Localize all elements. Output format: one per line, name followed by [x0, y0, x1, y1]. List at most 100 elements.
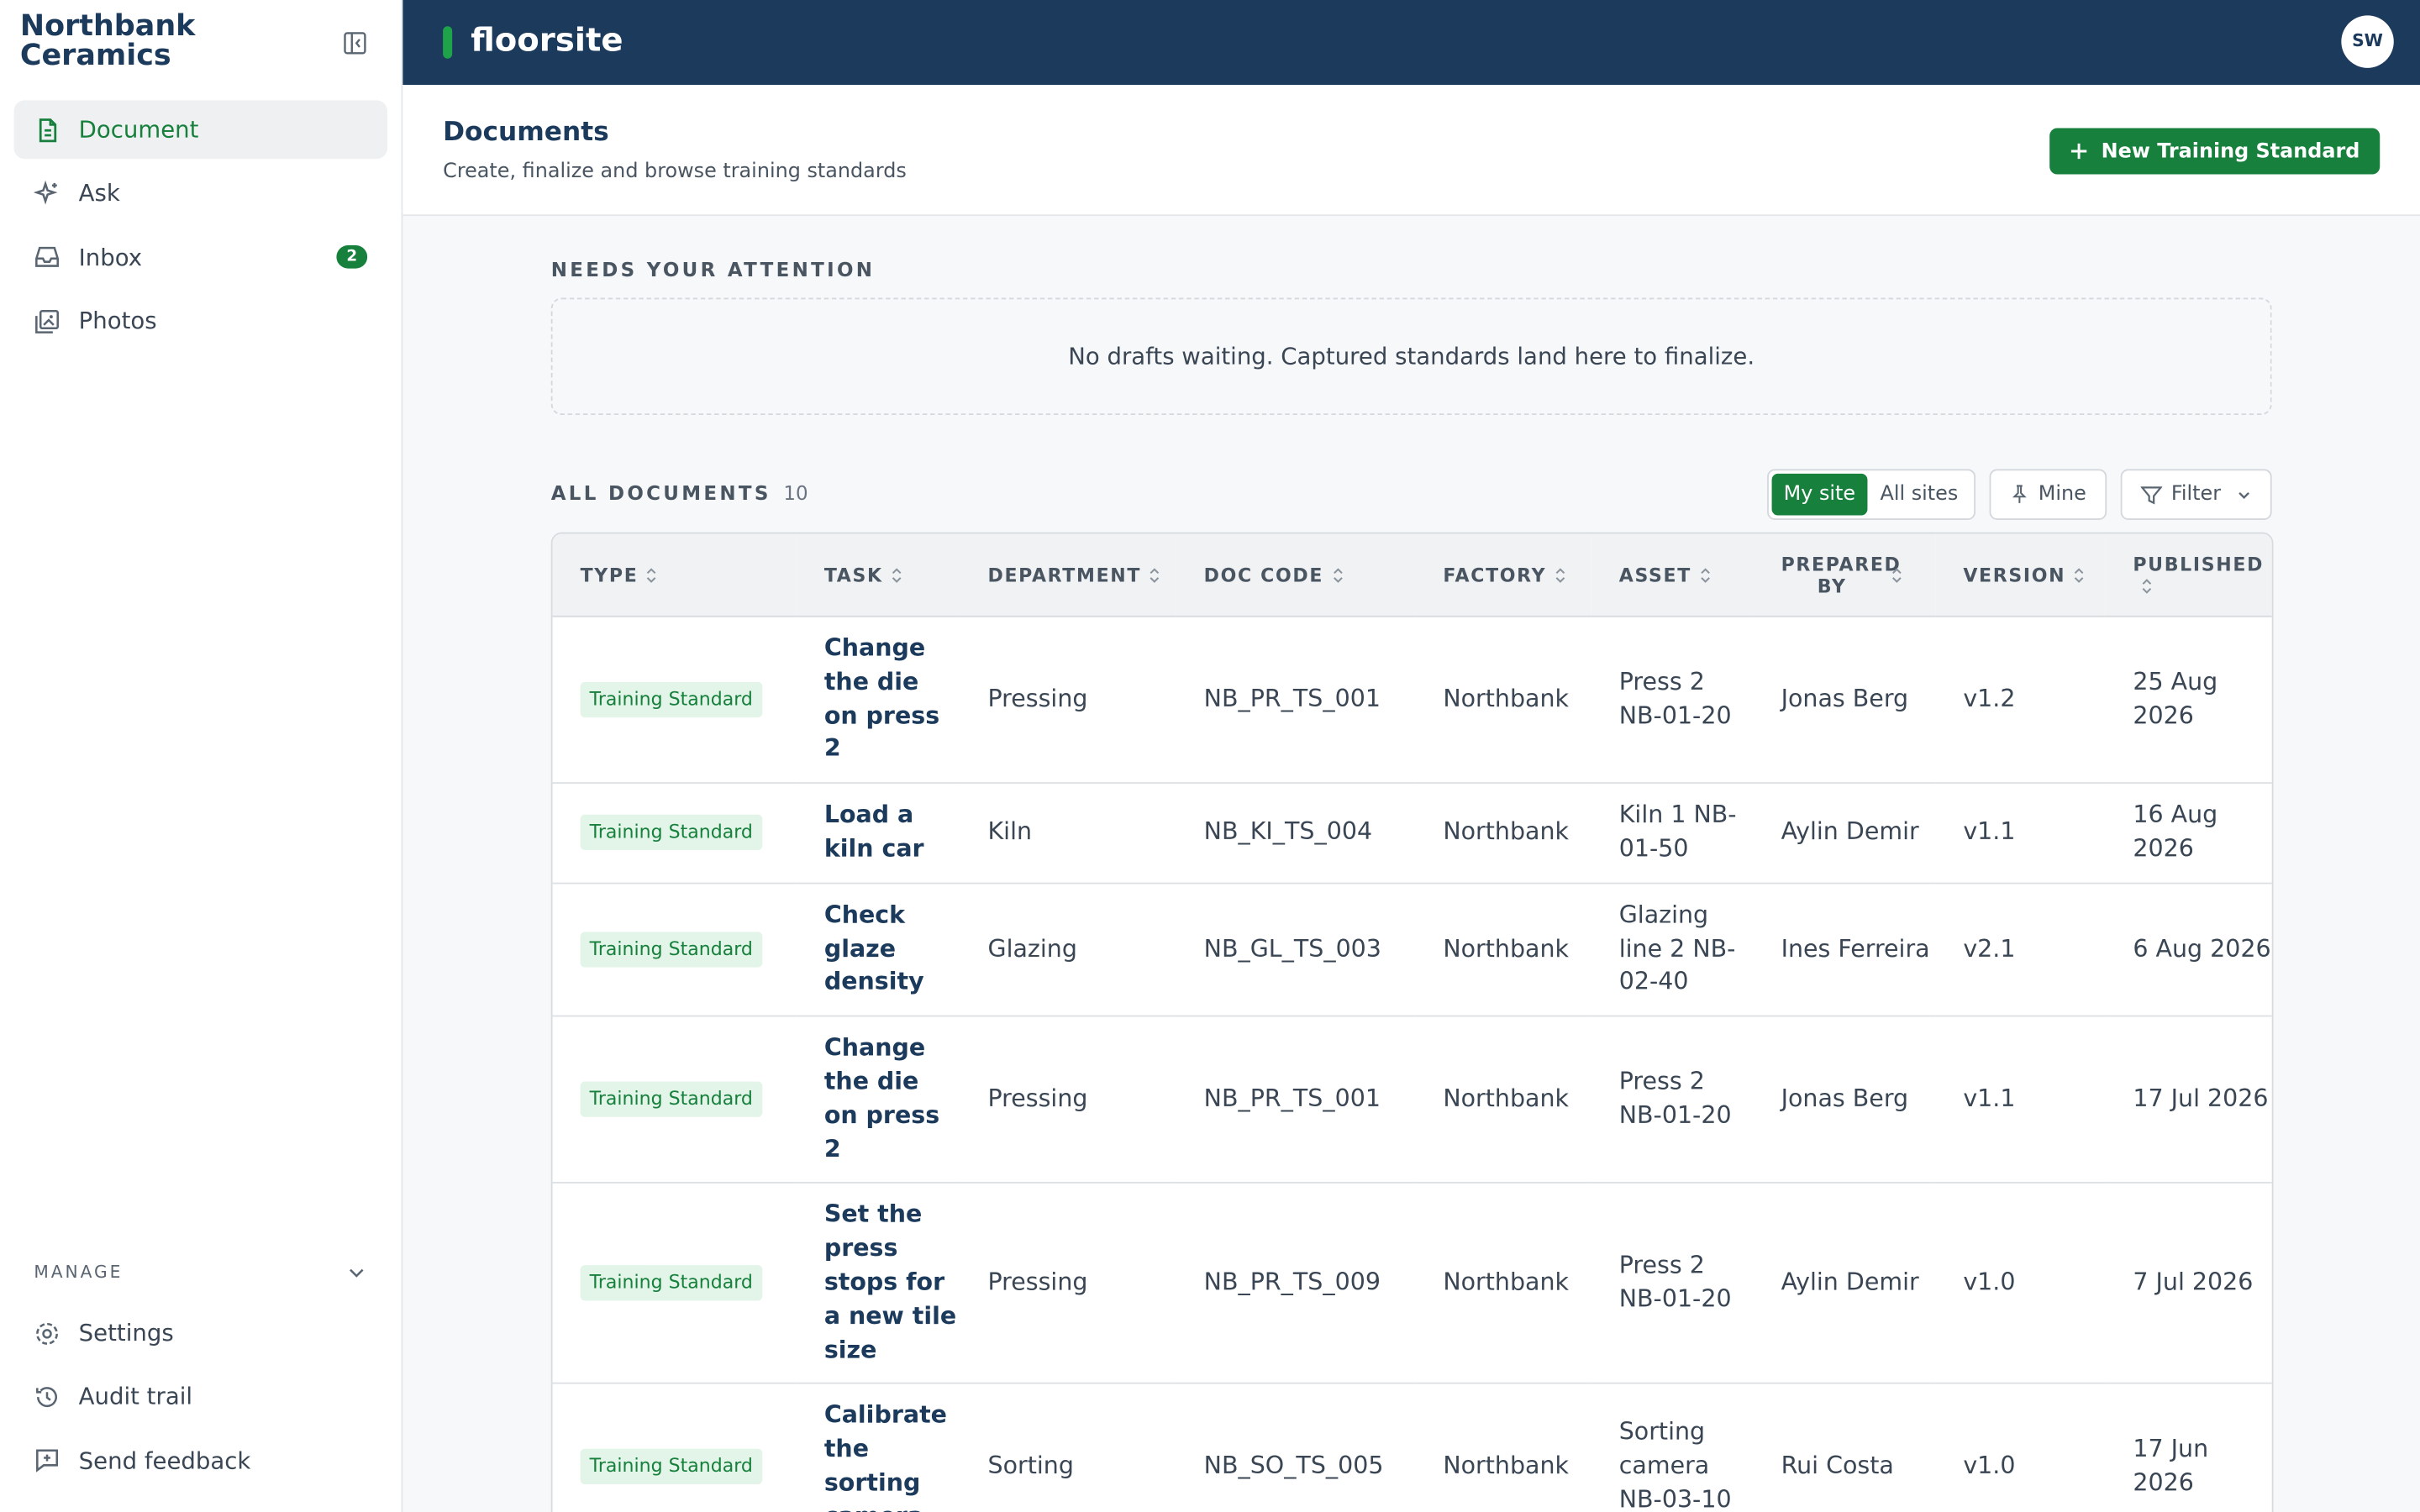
cell: Training Standard: [552, 883, 797, 1017]
nav-item[interactable]: Inbox 2: [14, 228, 387, 286]
toggle-all-sites[interactable]: All sites: [1880, 482, 1959, 507]
cell: 16 Aug 2026: [2105, 783, 2272, 885]
cell: Sorting camera NB-03-10: [1591, 1383, 1754, 1512]
header-row: TYPE TASK DEPARTMENT DOC CODE FACTORY ASSET PR…: [552, 533, 2272, 617]
cell: Kiln 1 NB-01-50: [1591, 783, 1754, 885]
nav: Document Ask Inbox 2 Photos: [13, 100, 388, 355]
cell: NB_PR_TS_001: [1176, 1016, 1416, 1184]
avatar[interactable]: SW: [2341, 15, 2394, 68]
cell: NB_PR_TS_001: [1176, 616, 1416, 785]
manage-item[interactable]: Audit trail: [14, 1368, 387, 1426]
cell: Training Standard: [552, 1183, 797, 1385]
cell: Press 2 NB-01-20: [1591, 1016, 1754, 1184]
column-header[interactable]: ASSET: [1591, 533, 1754, 617]
cell: Northbank: [1415, 1183, 1591, 1385]
cell: NB_SO_TS_005: [1176, 1383, 1416, 1512]
cell: Northbank: [1415, 883, 1591, 1017]
cell: NB_GL_TS_003: [1176, 883, 1416, 1017]
column-header[interactable]: DEPARTMENT: [960, 533, 1176, 617]
cell: NB_KI_TS_004: [1176, 783, 1416, 885]
documents-table: TYPE TASK DEPARTMENT DOC CODE FACTORY ASSET PR…: [550, 532, 2274, 1512]
cell: Aylin Demir: [1753, 783, 1936, 885]
collapse-sidebar[interactable]: [343, 31, 367, 55]
cell: v2.1: [1935, 883, 2106, 1017]
nav-label: Ask: [78, 179, 120, 207]
cell: Calibrate the sorting camera: [796, 1383, 960, 1512]
cell: Training Standard: [552, 616, 797, 785]
cell: v1.1: [1935, 783, 2106, 885]
attention-empty: No drafts waiting. Captured standards la…: [550, 297, 2272, 416]
all-docs-label: ALL DOCUMENTS: [550, 481, 771, 505]
cell: Training Standard: [552, 1016, 797, 1184]
nav-label: Inbox: [78, 243, 143, 271]
column-label: TYPE: [580, 564, 639, 586]
filter-button[interactable]: Filter: [2120, 469, 2272, 520]
type-pill: Training Standard: [580, 682, 762, 718]
column-header[interactable]: PREPARED BY: [1753, 533, 1936, 617]
column-label: TASK: [823, 564, 883, 586]
column-label: FACTORY: [1443, 564, 1547, 586]
cell: Northbank: [1415, 1016, 1591, 1184]
nav-label: Document: [78, 115, 199, 144]
new-button-label: New Training Standard: [2101, 139, 2360, 163]
cell: Rui Costa: [1753, 1383, 1936, 1512]
cell: Sorting: [960, 1383, 1176, 1512]
type-pill: Training Standard: [580, 815, 762, 851]
site-toggle: My site All sites: [1766, 469, 1975, 520]
cell: v1.0: [1935, 1183, 2106, 1385]
cell: v1.0: [1935, 1383, 2106, 1512]
cell: Training Standard: [552, 783, 797, 885]
cell: 7 Jul 2026: [2105, 1183, 2272, 1385]
nav-item[interactable]: Photos: [14, 291, 387, 350]
cell: 6 Aug 2026: [2105, 883, 2272, 1017]
cell: Training Standard: [552, 1383, 797, 1512]
type-pill: Training Standard: [580, 1082, 762, 1118]
controls: My site All sites Mine Filter: [1766, 469, 2272, 520]
column-header[interactable]: VERSION: [1935, 533, 2106, 617]
cell: Load a kiln car: [796, 783, 960, 885]
manage-item[interactable]: Settings: [14, 1304, 387, 1362]
nav-label: Photos: [78, 307, 157, 335]
nav-item[interactable]: Ask: [14, 164, 387, 223]
cell: 17 Jun 2026: [2105, 1383, 2272, 1512]
new-button[interactable]: New Training Standard: [2050, 128, 2381, 175]
page-header: Documents Create, finalize and browse tr…: [402, 85, 2420, 217]
column-header[interactable]: TASK: [796, 533, 960, 617]
table-row[interactable]: Training Standard Load a kiln car Kiln NB_K…: [552, 783, 2272, 885]
manage-item[interactable]: Send feedback: [14, 1431, 387, 1490]
cell: Pressing: [960, 616, 1176, 785]
table-row[interactable]: Training Standard Calibrate the sorting c…: [552, 1383, 2272, 1512]
cell: Press 2 NB-01-20: [1591, 1183, 1754, 1385]
nav-item[interactable]: Document: [13, 100, 388, 160]
page-subtitle: Create, finalize and browse training sta…: [443, 160, 907, 184]
cell: Press 2 NB-01-20: [1591, 616, 1754, 785]
column-header[interactable]: FACTORY: [1415, 533, 1591, 617]
cell: 17 Jul 2026: [2105, 1016, 2272, 1184]
mine-button[interactable]: Mine: [1989, 469, 2107, 520]
cell: Northbank: [1415, 1383, 1591, 1512]
cell: Northbank: [1415, 616, 1591, 785]
table-row[interactable]: Training Standard Change the die on press…: [552, 616, 2272, 785]
all-docs-count: 10: [783, 481, 808, 505]
cell: v1.2: [1935, 616, 2106, 785]
nav-badge: 2: [336, 244, 368, 269]
cell: Glazing: [960, 883, 1176, 1017]
table-row[interactable]: Training Standard Check glaze density Glaz…: [552, 883, 2272, 1017]
manage-toggle[interactable]: [345, 1262, 367, 1284]
cell: NB_PR_TS_009: [1176, 1183, 1416, 1385]
toggle-my-site[interactable]: My site: [1770, 473, 1868, 516]
brand: Northbank Ceramics: [19, 9, 196, 73]
type-pill: Training Standard: [580, 1265, 762, 1301]
column-header[interactable]: PUBLISHED: [2105, 533, 2272, 617]
cell: Jonas Berg: [1753, 1016, 1936, 1184]
table-row[interactable]: Training Standard Change the die on press…: [552, 1016, 2272, 1184]
column-header[interactable]: DOC CODE: [1176, 533, 1416, 617]
column-label: PUBLISHED: [2133, 553, 2265, 575]
attention-label: NEEDS YOUR ATTENTION: [550, 257, 876, 281]
table-row[interactable]: Training Standard Set the press stops for…: [552, 1183, 2272, 1385]
column-header[interactable]: TYPE: [552, 533, 797, 617]
cell: Northbank: [1415, 783, 1591, 885]
manage-list: Settings Audit trail Send feedback: [14, 1304, 387, 1495]
manage-label: Send feedback: [78, 1446, 251, 1475]
